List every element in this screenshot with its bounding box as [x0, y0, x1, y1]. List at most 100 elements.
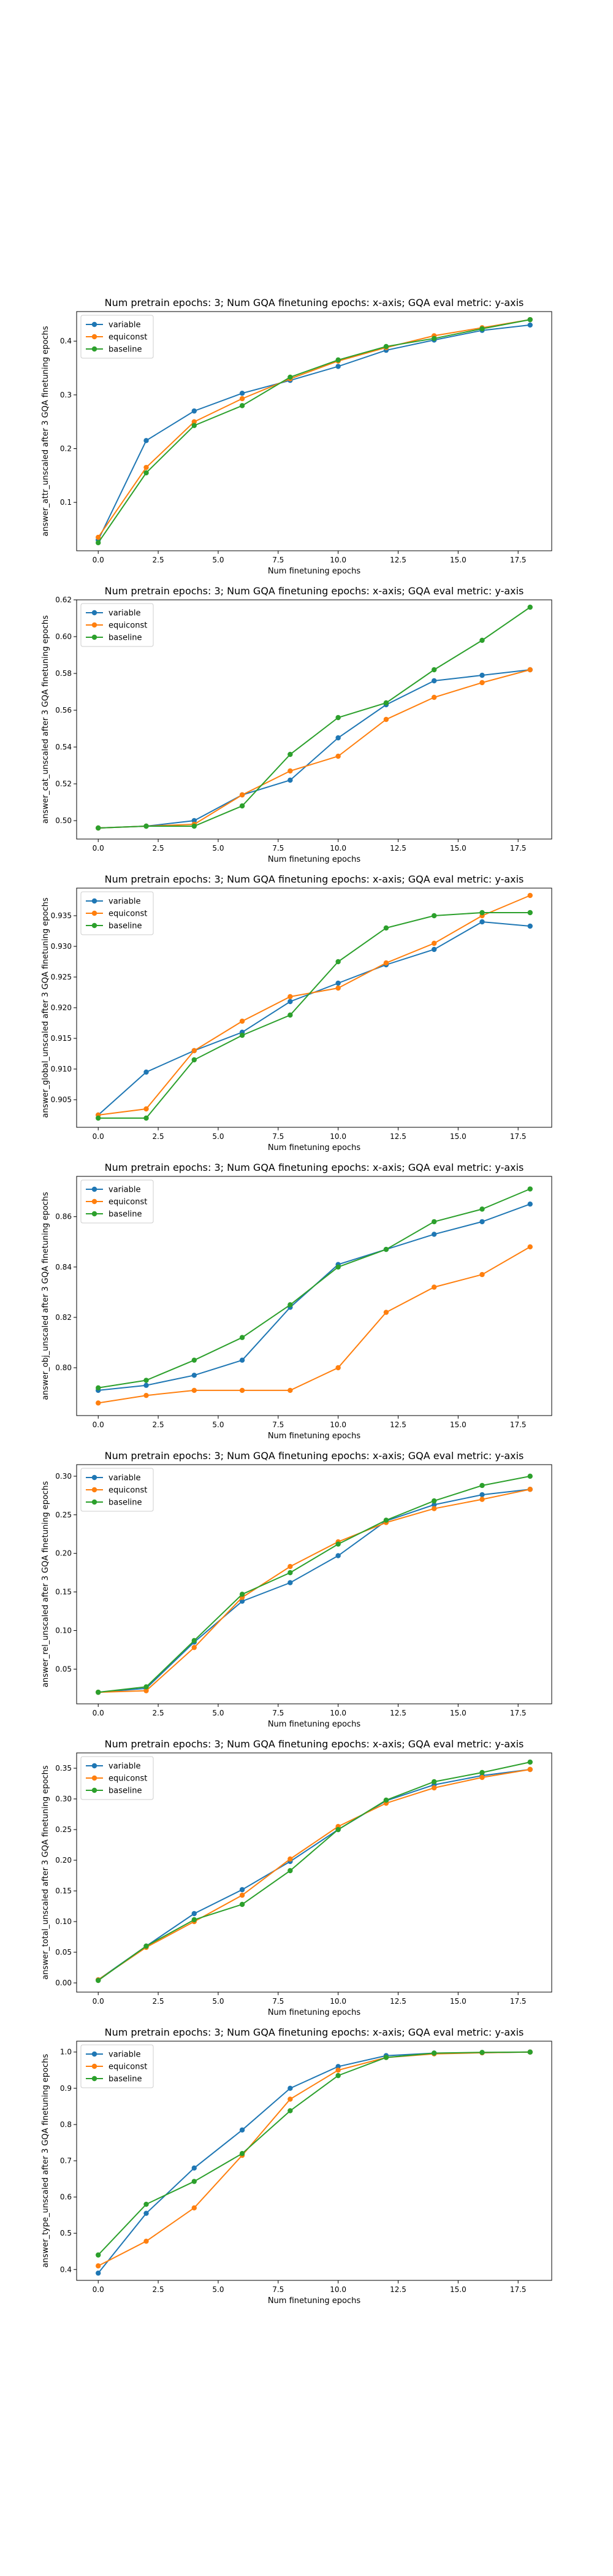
data-point-equiconst	[335, 1365, 341, 1371]
chart-title: Num pretrain epochs: 3; Num GQA finetuni…	[105, 873, 524, 885]
data-point-variable	[479, 919, 485, 925]
data-point-baseline	[479, 637, 485, 643]
data-point-variable	[239, 391, 245, 396]
legend-marker-equiconst	[91, 1487, 97, 1493]
legend-label-baseline: baseline	[109, 922, 142, 931]
x-tick-label: 12.5	[390, 2285, 406, 2294]
chart-panel: Num pretrain epochs: 3; Num GQA finetuni…	[41, 1162, 552, 1441]
x-tick-label: 2.5	[153, 556, 164, 564]
x-tick-label: 10.0	[330, 1420, 346, 1429]
data-point-equiconst	[479, 1774, 485, 1781]
y-tick-label: 0.62	[55, 596, 72, 604]
data-point-equiconst	[335, 753, 341, 759]
y-tick-label: 0.915	[51, 1034, 72, 1043]
series-line-equiconst	[97, 2051, 530, 2267]
legend-box	[80, 1179, 154, 1224]
data-point-equiconst	[287, 1387, 293, 1393]
y-tick-label: 0.25	[55, 1511, 72, 1519]
chart-panel: Num pretrain epochs: 3; Num GQA finetuni…	[41, 297, 552, 576]
x-tick-label: 10.0	[330, 1997, 346, 2006]
data-point-equiconst	[96, 534, 101, 540]
legend-label-equiconst: equiconst	[109, 2063, 147, 2072]
data-point-variable	[335, 364, 341, 369]
legend-marker-variable	[91, 1763, 97, 1769]
x-tick-label: 5.0	[212, 1709, 224, 1717]
data-point-baseline	[479, 1482, 485, 1489]
x-tick-label: 15.0	[450, 1997, 466, 2006]
data-point-baseline	[479, 326, 485, 332]
chart-panel: Num pretrain epochs: 3; Num GQA finetuni…	[41, 1450, 552, 1729]
data-point-baseline	[96, 1115, 101, 1121]
data-point-equiconst	[527, 667, 533, 673]
y-tick-label: 0.15	[55, 1588, 72, 1597]
chart-panel: Num pretrain epochs: 3; Num GQA finetuni…	[41, 585, 552, 864]
data-point-variable	[287, 1580, 293, 1585]
data-point-equiconst	[191, 419, 197, 424]
y-tick-label: 0.8	[60, 2120, 72, 2129]
data-point-variable	[432, 1232, 437, 1237]
x-tick-label: 12.5	[390, 1997, 406, 2006]
y-axis-label: answer_obj_unscaled after 3 GQA finetuni…	[41, 1192, 50, 1400]
x-tick-label: 0.0	[93, 2285, 104, 2294]
chart-title: Num pretrain epochs: 3; Num GQA finetuni…	[105, 1162, 524, 1173]
y-axis-label: answer_attr_unscaled after 3 GQA finetun…	[41, 326, 50, 536]
legend-box	[80, 1468, 154, 1512]
legend-box	[80, 315, 154, 359]
legend-marker-equiconst	[91, 1775, 97, 1781]
y-tick-label: 0.935	[51, 911, 72, 920]
data-point-baseline	[239, 1901, 245, 1907]
legend-marker-equiconst	[91, 1198, 97, 1205]
y-tick-label: 0.05	[55, 1665, 72, 1673]
legend-marker-variable	[91, 321, 97, 328]
x-axis-label: Num finetuning epochs	[268, 1720, 361, 1729]
legend: variable equiconst baseline	[80, 1468, 154, 1512]
y-tick-label: 0.5	[60, 2229, 72, 2237]
x-tick-label: 12.5	[390, 556, 406, 564]
y-tick-label: 0.930	[51, 942, 72, 951]
legend-label-baseline: baseline	[109, 1787, 142, 1796]
data-point-baseline	[527, 910, 533, 916]
legend-label-variable: variable	[109, 609, 140, 618]
data-point-baseline	[287, 1302, 293, 1308]
y-tick-label: 0.00	[55, 1979, 72, 1987]
legend-marker-equiconst	[91, 334, 97, 340]
y-tick-label: 0.925	[51, 973, 72, 981]
legend-label-variable: variable	[109, 321, 140, 330]
y-axis-label: answer_type_unscaled after 3 GQA finetun…	[41, 2053, 50, 2267]
data-point-baseline	[191, 1638, 197, 1644]
data-point-equiconst	[96, 2263, 101, 2269]
data-point-equiconst	[239, 1387, 245, 1393]
data-point-baseline	[191, 823, 197, 829]
legend-marker-equiconst	[91, 910, 97, 916]
y-tick-label: 0.30	[55, 1472, 72, 1481]
legend-marker-equiconst	[91, 2063, 97, 2069]
x-tick-label: 17.5	[510, 1132, 527, 1141]
y-tick-label: 0.10	[55, 1917, 72, 1926]
legend-marker-baseline	[91, 2076, 97, 2082]
data-point-baseline	[432, 913, 437, 919]
data-point-baseline	[335, 959, 341, 965]
data-point-baseline	[383, 1797, 389, 1803]
data-point-baseline	[239, 803, 245, 809]
series-line-variable	[97, 324, 530, 540]
data-point-equiconst	[432, 1284, 437, 1290]
legend-label-equiconst: equiconst	[109, 1774, 147, 1784]
chart-panel: Num pretrain epochs: 3; Num GQA finetuni…	[41, 873, 552, 1152]
x-tick-label: 15.0	[450, 1420, 466, 1429]
data-point-baseline	[432, 1219, 437, 1225]
data-point-equiconst	[527, 892, 533, 899]
x-axis-label: Num finetuning epochs	[268, 1432, 361, 1441]
data-point-variable	[239, 1357, 245, 1363]
data-point-baseline	[96, 1689, 101, 1695]
x-tick-label: 12.5	[390, 1709, 406, 1717]
series-line-baseline	[97, 2051, 530, 2256]
series-line-equiconst	[98, 895, 531, 1116]
x-tick-label: 10.0	[330, 844, 346, 853]
y-tick-label: 0.4	[60, 337, 72, 345]
x-tick-label: 7.5	[272, 556, 284, 564]
data-point-baseline	[335, 2072, 341, 2079]
data-point-baseline	[432, 2050, 437, 2056]
legend-label-variable: variable	[109, 2050, 140, 2060]
y-tick-label: 0.05	[55, 1948, 72, 1957]
data-point-baseline	[191, 423, 197, 428]
